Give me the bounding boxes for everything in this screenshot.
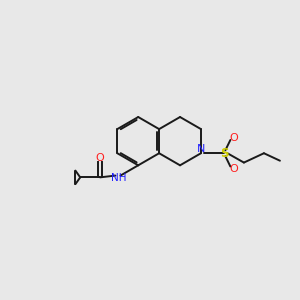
Text: O: O (229, 133, 238, 143)
Text: N: N (197, 144, 205, 154)
Text: O: O (96, 153, 104, 163)
Text: S: S (220, 147, 228, 160)
Text: NH: NH (111, 172, 127, 183)
Text: O: O (229, 164, 238, 173)
